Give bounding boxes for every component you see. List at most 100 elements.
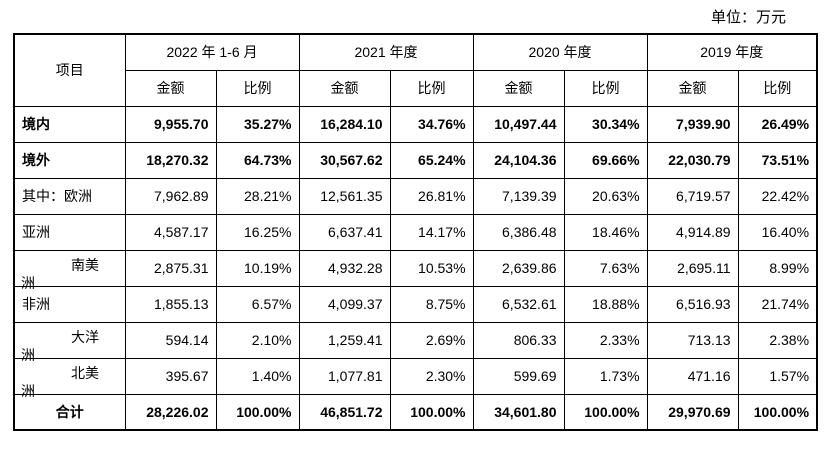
table-row: 非洲 1,855.13 6.57% 4,099.37 8.75% 6,532.6… bbox=[13, 285, 818, 323]
cell-value: 100.00% bbox=[215, 393, 300, 431]
cell-value: 20.63% bbox=[563, 177, 648, 215]
cell-value: 7.63% bbox=[563, 249, 648, 287]
header-ratio: 比例 bbox=[563, 69, 648, 107]
cell-value: 16.25% bbox=[215, 213, 300, 251]
table-row-total: 合计 28,226.02 100.00% 46,851.72 100.00% 3… bbox=[13, 393, 818, 431]
cell-value: 471.16 bbox=[646, 357, 739, 395]
row-label: 亚洲 bbox=[13, 213, 126, 251]
row-label-line1: 南美 bbox=[71, 257, 99, 274]
row-label-line2: 洲 bbox=[21, 275, 35, 292]
cell-value: 24,104.36 bbox=[472, 141, 565, 179]
cell-value: 2.38% bbox=[737, 321, 818, 359]
cell-value: 69.66% bbox=[563, 141, 648, 179]
cell-value: 7,939.90 bbox=[646, 105, 739, 143]
cell-value: 6,637.41 bbox=[298, 213, 391, 251]
cell-value: 1,259.41 bbox=[298, 321, 391, 359]
cell-value: 100.00% bbox=[389, 393, 474, 431]
cell-value: 21.74% bbox=[737, 285, 818, 323]
cell-value: 7,139.39 bbox=[472, 177, 565, 215]
cell-value: 64.73% bbox=[215, 141, 300, 179]
cell-value: 4,932.28 bbox=[298, 249, 391, 287]
header-amount: 金额 bbox=[472, 69, 565, 107]
row-label: 南美 洲 bbox=[13, 249, 126, 292]
cell-value: 34.76% bbox=[389, 105, 474, 143]
cell-value: 10,497.44 bbox=[472, 105, 565, 143]
cell-value: 14.17% bbox=[389, 213, 474, 251]
cell-value: 30,567.62 bbox=[298, 141, 391, 179]
cell-value: 12,561.35 bbox=[298, 177, 391, 215]
header-period-2021: 2021 年度 bbox=[298, 33, 474, 71]
row-label: 合计 bbox=[13, 393, 126, 431]
cell-value: 73.51% bbox=[737, 141, 818, 179]
cell-value: 16,284.10 bbox=[298, 105, 391, 143]
header-ratio: 比例 bbox=[389, 69, 474, 107]
header-period-2022h1: 2022 年 1-6 月 bbox=[124, 33, 300, 71]
cell-value: 1,077.81 bbox=[298, 357, 391, 395]
cell-value: 6,386.48 bbox=[472, 213, 565, 251]
cell-value: 6,719.57 bbox=[646, 177, 739, 215]
cell-value: 395.67 bbox=[124, 357, 217, 395]
cell-value: 8.75% bbox=[389, 285, 474, 323]
header-item: 项目 bbox=[13, 33, 126, 107]
unit-label: 单位：万元 bbox=[710, 8, 786, 26]
cell-value: 9,955.70 bbox=[124, 105, 217, 143]
cell-value: 1.40% bbox=[215, 357, 300, 395]
table-row: 北美 洲 395.67 1.40% 1,077.81 2.30% 599.69 … bbox=[13, 357, 818, 400]
cell-value: 2,695.11 bbox=[646, 249, 739, 287]
header-amount: 金额 bbox=[124, 69, 217, 107]
header-period-2019: 2019 年度 bbox=[646, 33, 818, 71]
cell-value: 10.19% bbox=[215, 249, 300, 287]
cell-value: 18,270.32 bbox=[124, 141, 217, 179]
cell-value: 6,516.93 bbox=[646, 285, 739, 323]
cell-value: 35.27% bbox=[215, 105, 300, 143]
cell-value: 2.10% bbox=[215, 321, 300, 359]
cell-value: 22.42% bbox=[737, 177, 818, 215]
cell-value: 29,970.69 bbox=[646, 393, 739, 431]
cell-value: 1.57% bbox=[737, 357, 818, 395]
cell-value: 594.14 bbox=[124, 321, 217, 359]
cell-value: 26.49% bbox=[737, 105, 818, 143]
row-label-line2: 洲 bbox=[21, 383, 35, 400]
cell-value: 10.53% bbox=[389, 249, 474, 287]
cell-value: 18.46% bbox=[563, 213, 648, 251]
cell-value: 4,587.17 bbox=[124, 213, 217, 251]
cell-value: 100.00% bbox=[737, 393, 818, 431]
cell-value: 2,875.31 bbox=[124, 249, 217, 287]
cell-value: 26.81% bbox=[389, 177, 474, 215]
cell-value: 599.69 bbox=[472, 357, 565, 395]
cell-value: 1,855.13 bbox=[124, 285, 217, 323]
cell-value: 2.33% bbox=[563, 321, 648, 359]
cell-value: 4,914.89 bbox=[646, 213, 739, 251]
row-label: 非洲 bbox=[13, 285, 126, 323]
table-row: 大洋 洲 594.14 2.10% 1,259.41 2.69% 806.33 … bbox=[13, 321, 818, 364]
cell-value: 18.88% bbox=[563, 285, 648, 323]
cell-value: 46,851.72 bbox=[298, 393, 391, 431]
table-row: 其中：欧洲 7,962.89 28.21% 12,561.35 26.81% 7… bbox=[13, 177, 818, 215]
cell-value: 16.40% bbox=[737, 213, 818, 251]
row-label-line1: 北美 bbox=[71, 365, 99, 382]
row-label: 北美 洲 bbox=[13, 357, 126, 400]
row-label: 大洋 洲 bbox=[13, 321, 126, 364]
cell-value: 8.99% bbox=[737, 249, 818, 287]
cell-value: 28.21% bbox=[215, 177, 300, 215]
row-label: 其中：欧洲 bbox=[13, 177, 126, 215]
cell-value: 28,226.02 bbox=[124, 393, 217, 431]
table-row: 境外 18,270.32 64.73% 30,567.62 65.24% 24,… bbox=[13, 141, 818, 179]
header-ratio: 比例 bbox=[215, 69, 300, 107]
cell-value: 1.73% bbox=[563, 357, 648, 395]
cell-value: 4,099.37 bbox=[298, 285, 391, 323]
cell-value: 6.57% bbox=[215, 285, 300, 323]
cell-value: 34,601.80 bbox=[472, 393, 565, 431]
table-row: 亚洲 4,587.17 16.25% 6,637.41 14.17% 6,386… bbox=[13, 213, 818, 251]
cell-value: 2.69% bbox=[389, 321, 474, 359]
cell-value: 6,532.61 bbox=[472, 285, 565, 323]
row-label-line1: 大洋 bbox=[71, 329, 99, 346]
cell-value: 713.13 bbox=[646, 321, 739, 359]
cell-value: 22,030.79 bbox=[646, 141, 739, 179]
header-amount: 金额 bbox=[298, 69, 391, 107]
cell-value: 65.24% bbox=[389, 141, 474, 179]
cell-value: 2,639.86 bbox=[472, 249, 565, 287]
cell-value: 2.30% bbox=[389, 357, 474, 395]
header-ratio: 比例 bbox=[737, 69, 818, 107]
row-label: 境外 bbox=[13, 141, 126, 179]
